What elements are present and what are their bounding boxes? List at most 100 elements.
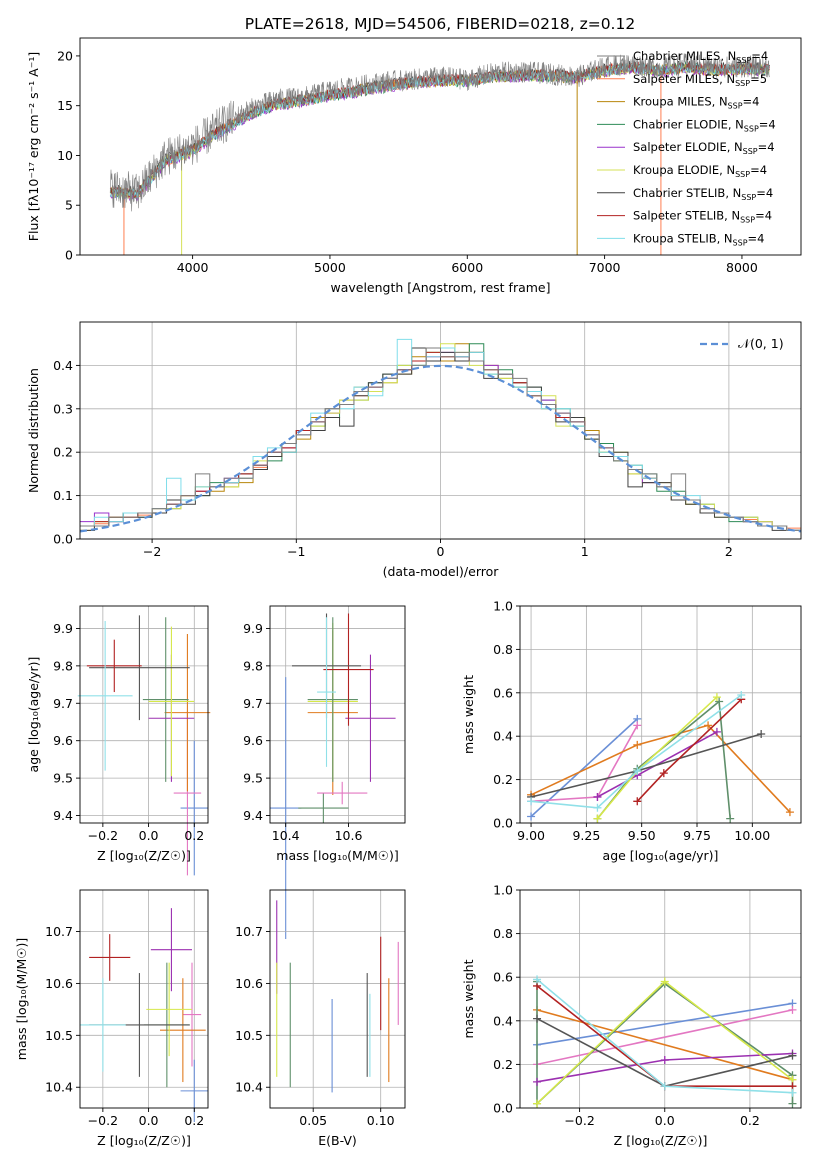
y-axis-label: mass weight — [461, 959, 476, 1038]
weight-line — [530, 724, 791, 813]
axes-frame — [79, 889, 209, 1109]
y-tick-label: 0.2 — [493, 772, 513, 787]
weight-marker — [788, 1099, 797, 1108]
x-axis-label: (data-model)/error — [383, 564, 500, 579]
weight-marker — [788, 1051, 797, 1060]
legend-entry: 𝒩(0, 1) — [738, 336, 784, 351]
x-tick-label: 6000 — [451, 260, 483, 275]
y-tick-label: 10.6 — [45, 976, 73, 991]
y-tick-label: 9.9 — [243, 621, 263, 636]
weight-marker — [593, 803, 602, 812]
weight-marker — [788, 1005, 797, 1014]
legend-entry-subscript: SSP — [736, 56, 751, 65]
y-tick-label: 9.4 — [53, 808, 73, 823]
legend-entry-subscript: SSP — [735, 79, 750, 88]
legend-entry-subscript: SSP — [733, 238, 748, 247]
x-tick-label: 7000 — [589, 260, 621, 275]
y-tick-label: 9.8 — [243, 658, 263, 673]
x-tick-label: 9.50 — [628, 828, 656, 843]
y-tick-label: 10.5 — [235, 1028, 263, 1043]
legend-entry-subscript: SSP — [728, 102, 743, 111]
y-tick-label: 10.4 — [235, 1080, 263, 1095]
weight-marker — [593, 814, 602, 823]
y-tick-label: 9.6 — [53, 733, 73, 748]
y-tick-label: 0.6 — [493, 685, 513, 700]
legend-entry-name: Salpeter ELODIE, N — [633, 140, 743, 154]
y-axis-label: Normed distribution — [26, 368, 41, 493]
axes-frame — [79, 37, 802, 256]
x-tick-label: 0 — [437, 544, 445, 559]
weight-marker — [533, 1099, 542, 1108]
y-tick-label: 0.6 — [493, 970, 513, 985]
x-tick-label: 9.00 — [517, 828, 545, 843]
x-tick-label: 2 — [725, 544, 733, 559]
y-axis-label: age [log₁₀(age/yr)] — [26, 657, 41, 773]
legend-entry-count: =4 — [748, 231, 765, 245]
axes-frame — [79, 605, 209, 824]
legend-entry-count: =4 — [759, 117, 776, 131]
x-tick-label: 0.2 — [184, 828, 204, 843]
legend-entry: Salpeter STELIB, NSSP=4 — [633, 209, 772, 225]
y-axis-label: mass [log₁₀(M/M☉)] — [14, 938, 29, 1060]
weight-marker — [712, 693, 721, 702]
legend-entry-subscript: SSP — [740, 216, 755, 225]
x-axis-label: Z [log₁₀(Z/Z☉)] — [614, 1133, 708, 1148]
x-tick-label: −0.2 — [88, 1113, 118, 1128]
axes-frame — [519, 889, 802, 1109]
x-tick-label: 0.2 — [740, 1113, 760, 1128]
legend-entry: Chabrier ELODIE, NSSP=4 — [633, 117, 776, 133]
legend-entry: Chabrier STELIB, NSSP=4 — [633, 186, 773, 202]
weight-marker — [757, 730, 766, 739]
y-tick-label: 0.4 — [53, 358, 73, 373]
y-tick-label: 9.4 — [243, 808, 263, 823]
x-axis-label: Z [log₁₀(Z/Z☉)] — [97, 848, 191, 863]
histogram-lines — [80, 338, 801, 533]
legend-entry-subscript: SSP — [743, 147, 758, 156]
weight-marker — [660, 1056, 669, 1065]
weight-marker — [660, 1082, 669, 1091]
x-axis-label: wavelength [Angstrom, rest frame] — [330, 280, 550, 295]
legend-entry-subscript: SSP — [744, 124, 759, 133]
x-axis-label: age [log₁₀(age/yr)] — [603, 848, 719, 863]
weight-marker — [726, 814, 735, 823]
x-tick-label: −0.2 — [88, 828, 118, 843]
legend-entry-count: =4 — [743, 95, 760, 109]
weight-marker — [633, 797, 642, 806]
weight-marker — [715, 697, 724, 706]
y-tick-label: 9.8 — [53, 658, 73, 673]
legend-entry-count: =5 — [750, 72, 767, 86]
legend-entry: Kroupa ELODIE, NSSP=4 — [633, 163, 767, 179]
weight-marker — [527, 812, 536, 821]
legend-entry: Kroupa STELIB, NSSP=4 — [633, 231, 764, 247]
chart-mass-vs-ebv: 0.05 0.10 10.4 10.5 10.6 10.7 E(B-V) — [235, 889, 406, 1148]
axes-frame — [269, 605, 406, 824]
y-tick-label: 0.1 — [53, 488, 73, 503]
weight-line — [531, 694, 742, 809]
legend-entry-name: Chabrier ELODIE, N — [633, 117, 744, 131]
y-tick-label: 9.7 — [243, 696, 263, 711]
axes-frame — [269, 889, 406, 1109]
x-axis-label: Z [log₁₀(Z/Z☉)] — [97, 1133, 191, 1148]
y-tick-label: 10.5 — [45, 1028, 73, 1043]
y-tick-label: 5 — [65, 198, 73, 213]
x-tick-label: 10.00 — [734, 828, 770, 843]
chart-spectrum: 4000 5000 6000 7000 8000 0 5 10 15 20 wavelength [… — [26, 37, 802, 295]
x-tick-label: 9.25 — [572, 828, 600, 843]
x-axis-label: E(B-V) — [318, 1133, 357, 1148]
y-tick-label: 0.2 — [53, 445, 73, 460]
weight-marker — [533, 975, 542, 984]
x-tick-label: 10.4 — [272, 828, 300, 843]
legend-entry-name: Kroupa STELIB, N — [633, 231, 733, 245]
x-tick-label: 9.75 — [683, 828, 711, 843]
x-tick-label: 0.05 — [299, 1113, 327, 1128]
y-tick-label: 0.3 — [53, 401, 73, 416]
normal-curve — [80, 364, 801, 533]
y-tick-label: 0.4 — [493, 729, 513, 744]
legend-entry: Salpeter ELODIE, NSSP=4 — [633, 140, 775, 156]
weight-marker — [633, 721, 642, 730]
x-tick-label: 0.10 — [367, 1113, 395, 1128]
weight-marker — [704, 721, 713, 730]
chart-age-vs-mass: 10.4 10.6 9.4 9.5 9.6 9.7 9.8 9.9 mass [log₁₀(M/… — [243, 605, 406, 939]
legend-entry-count: =4 — [751, 49, 768, 63]
